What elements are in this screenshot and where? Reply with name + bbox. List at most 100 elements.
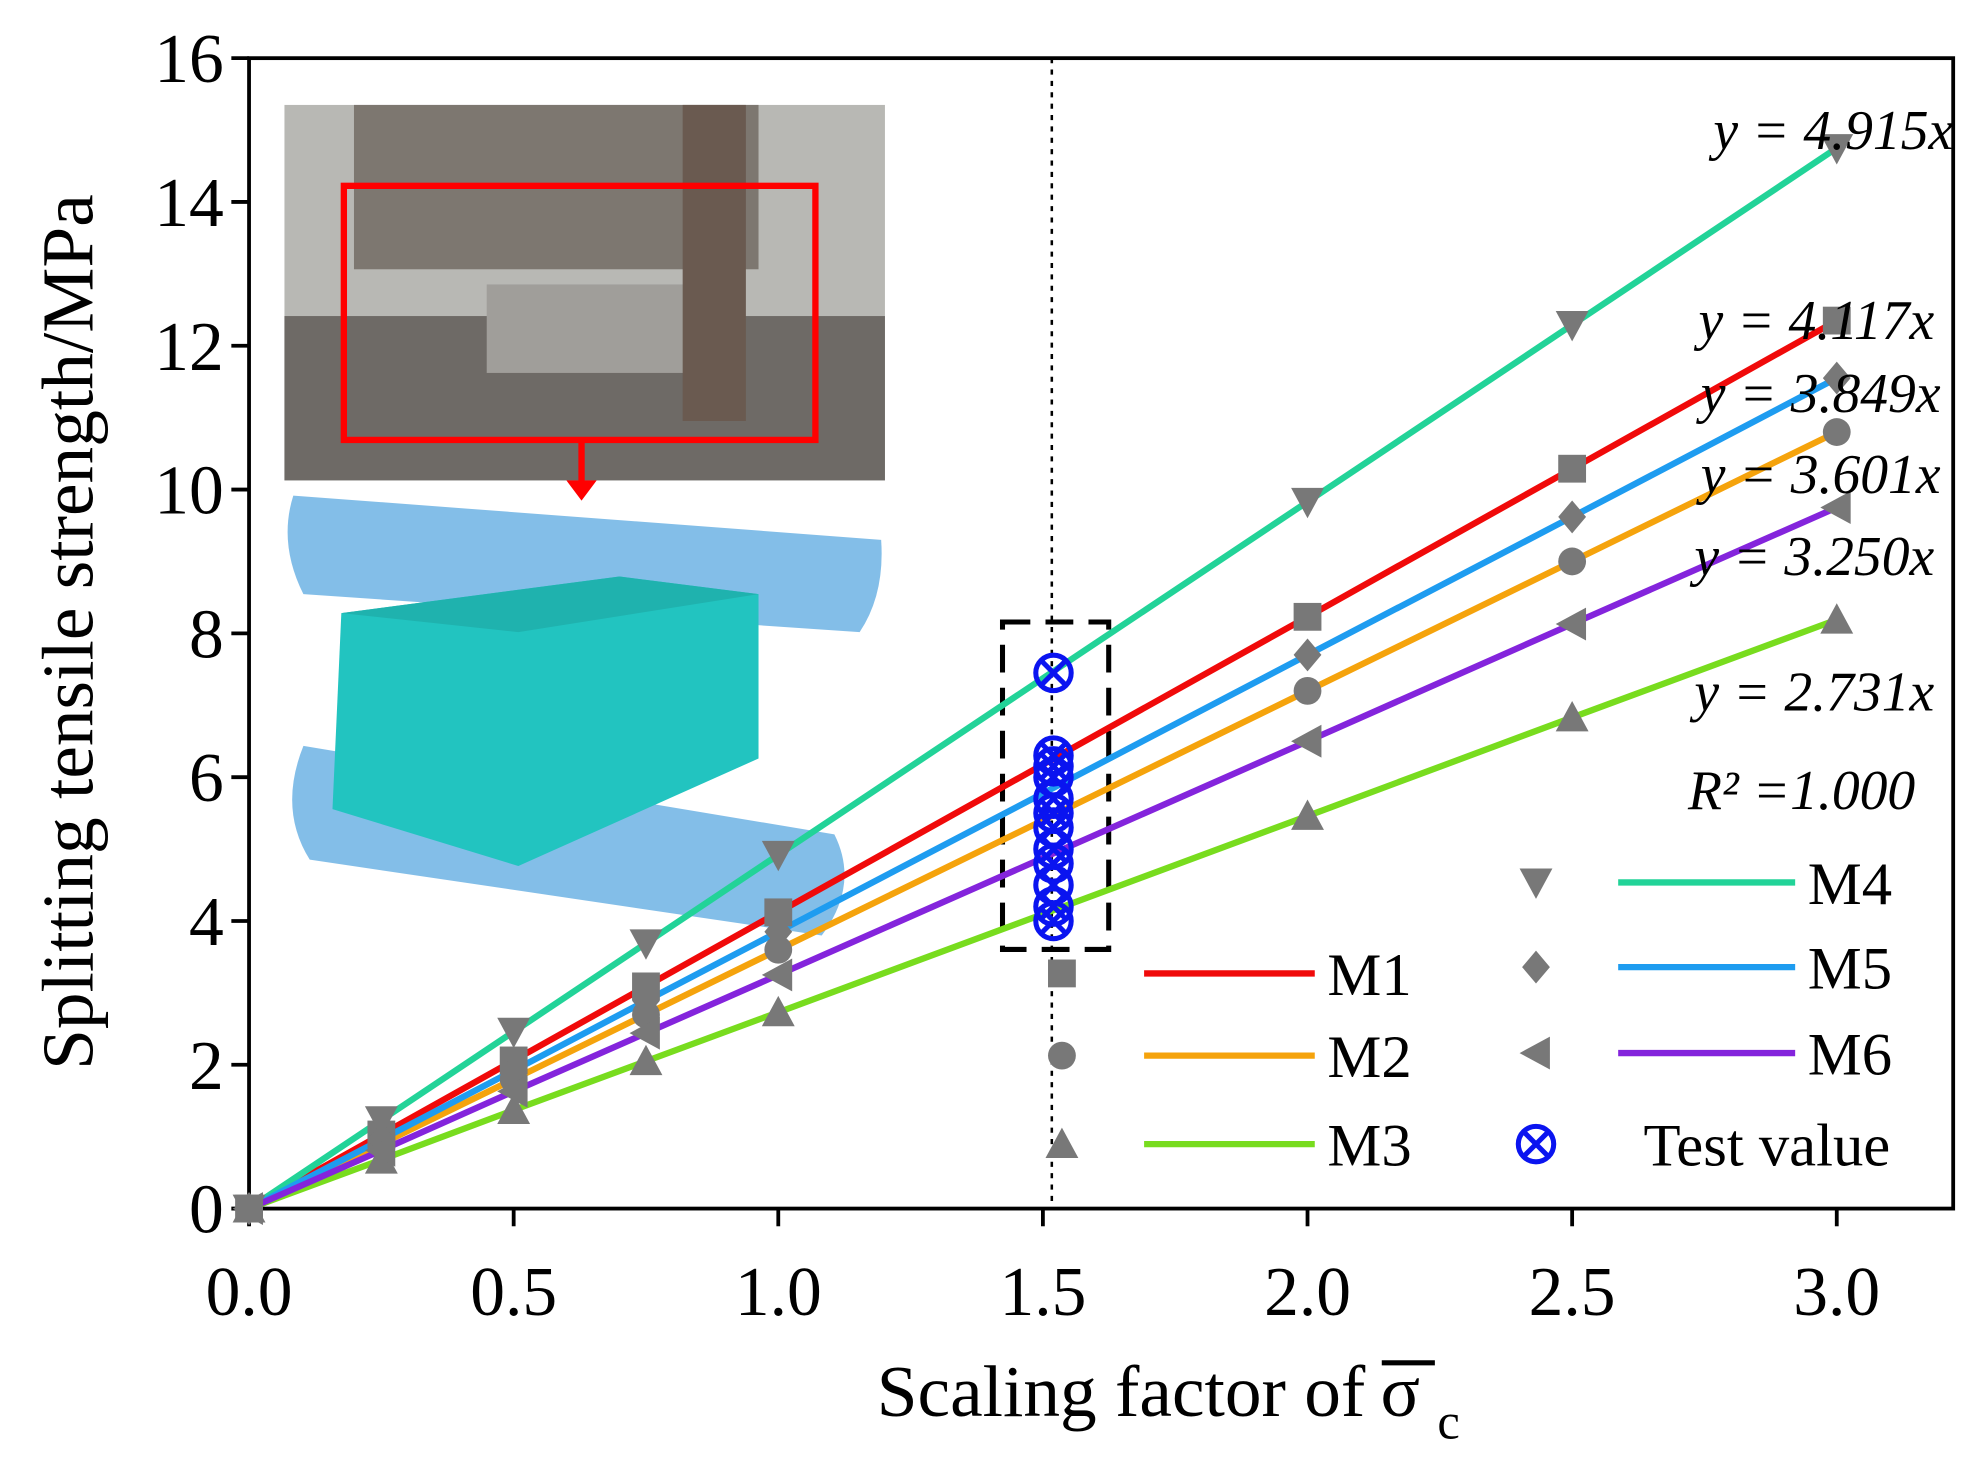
legend-item: M6 [1519,1022,1892,1089]
marker [629,1044,663,1076]
legend-label: M4 [1808,851,1892,918]
marker [1033,652,1074,694]
marker [764,935,793,964]
marker [1033,900,1074,942]
marker [364,1133,396,1167]
marker [1519,1036,1550,1070]
marker-cross [1039,658,1068,688]
marker [761,958,793,992]
legend-label: M2 [1327,1024,1411,1091]
marker [497,1093,531,1124]
plot-root: Splitting tensile strength/MPa Scaling f… [28,21,1956,1450]
marker [232,1192,263,1226]
inset [284,104,885,936]
y-tick-label: 12 [154,309,224,386]
equation: R² =1.000 [1687,760,1915,822]
marker [1291,724,1322,758]
marker [1558,500,1587,534]
legend-item: Test value [1515,1113,1890,1180]
arrow-head [566,480,597,501]
legend-item: M1 [1048,942,1412,1009]
x-tick-label: 0.5 [470,1254,557,1331]
marker [1822,418,1851,446]
marker [1558,454,1587,483]
y-tick-label: 8 [189,596,224,673]
y-tick-label: 10 [154,453,224,530]
marker [1048,959,1076,988]
y-tick-label: 16 [154,21,224,98]
marker [364,1106,398,1137]
marker [1048,1041,1076,1070]
marker [1555,701,1589,732]
marker-cross [1039,906,1068,936]
marker [1820,134,1854,165]
y-tick-label: 14 [154,165,224,242]
photo-frame [682,104,746,421]
equation: y = 2.731x [1689,661,1934,723]
series-line [247,504,1839,1212]
fe-block-top [341,576,759,633]
marker [1519,868,1553,899]
marker [632,984,660,1018]
photo-specimen [486,284,689,373]
x-tick-label: 2.0 [1264,1254,1351,1331]
marker [497,1074,528,1108]
marker [1045,1127,1079,1159]
marker-ring [1033,843,1074,884]
series-line [247,375,1839,1212]
x-axis-symbol: σ [1381,1351,1421,1432]
marker [1558,547,1587,576]
y-tick-label: 2 [189,1028,224,1105]
equation: y = 4.117x [1694,290,1935,352]
marker [1293,602,1322,631]
equation: y = 3.849x [1696,363,1941,425]
marker [1822,361,1851,395]
marker-cross [1521,1129,1551,1159]
marker-ring [1033,735,1074,776]
legend-label: M6 [1808,1022,1892,1089]
y-tick-label: 6 [189,740,224,817]
marker [629,1016,660,1050]
x-tick-label: 1.5 [999,1254,1086,1331]
marker [1822,306,1851,335]
marker [1555,311,1589,342]
equation: y = 3.250x [1689,526,1934,588]
legend-label: M3 [1327,1113,1411,1180]
marker [1291,487,1324,519]
y-axis-label: Splitting tensile strength/MPa [28,194,109,1070]
series-line [247,317,1839,1212]
marker [1293,638,1322,672]
fe-block [332,576,759,866]
marker [1555,607,1587,641]
marker [1820,603,1854,634]
series-line [247,145,1839,1212]
marker [1522,950,1550,984]
legend-label: M5 [1808,936,1892,1003]
y-tick-label: 0 [189,1172,224,1249]
marker [1291,799,1324,830]
y-tick-label: 4 [189,884,224,961]
marker-ring [1033,746,1074,787]
marker-cross [1039,751,1068,781]
marker [1515,1123,1557,1165]
x-axis-subscript: c [1437,1394,1459,1450]
legend-item: M2 [1048,1024,1412,1091]
legend-item: M5 [1522,936,1892,1003]
x-tick-label: 2.5 [1529,1254,1616,1331]
highlight-box [340,182,819,444]
marker [761,840,795,872]
x-tick-label: 3.0 [1793,1254,1880,1331]
x-tick-label: 1.0 [735,1254,822,1331]
marker-ring [1033,652,1074,694]
marker [1033,746,1074,787]
legend-label: Test value [1643,1113,1890,1180]
marker [629,929,663,960]
marker-ring [1033,900,1074,942]
legend-label: M1 [1327,942,1411,1009]
x-axis-label: Scaling factor of [877,1351,1366,1432]
legend-item: M3 [1045,1113,1412,1180]
series-line [247,429,1839,1212]
marker [497,1017,531,1049]
